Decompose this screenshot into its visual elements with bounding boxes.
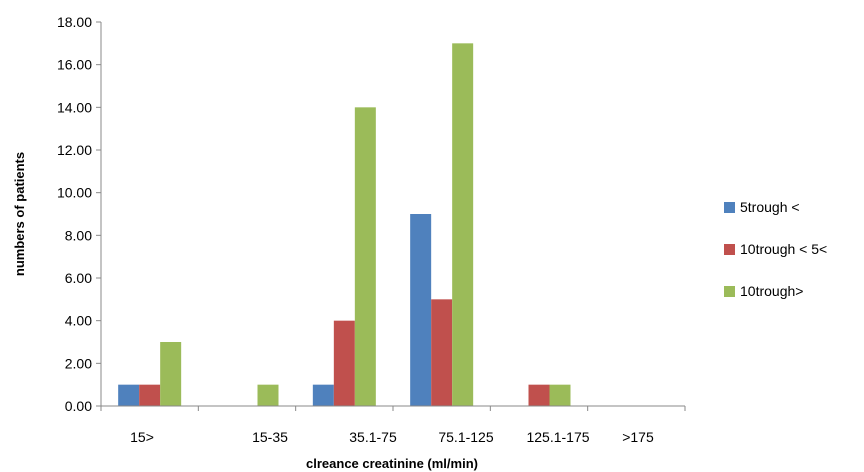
bar-3-5 <box>549 384 571 406</box>
y-tick-label: 0.00 <box>65 398 92 414</box>
y-tick-label: 6.00 <box>65 270 92 286</box>
x-category-label: 75.1-125 <box>438 429 493 445</box>
y-tick-label: 4.00 <box>65 313 92 329</box>
x-category-label: >175 <box>622 429 654 445</box>
y-tick-label: 2.00 <box>65 355 92 371</box>
y-tick-label: 12.00 <box>57 142 92 158</box>
bar-3-3 <box>354 107 376 406</box>
bar-2-1 <box>139 384 161 406</box>
x-category-label: 15> <box>130 429 154 445</box>
bar-3-4 <box>452 43 474 406</box>
y-axis-ticks: 0.00 2.00 4.00 6.00 8.00 10.00 12.00 14.00 16.00… <box>57 14 101 414</box>
bar-1-3 <box>312 384 334 406</box>
legend-label: 5trough < <box>740 199 800 215</box>
legend-swatch <box>724 286 735 297</box>
y-tick-label: 14.00 <box>57 99 92 115</box>
y-axis-title: numbers of patients <box>12 152 27 276</box>
x-category-label: 15-35 <box>252 429 288 445</box>
x-category-label: 125.1-175 <box>526 429 589 445</box>
bar-2-4 <box>431 299 453 406</box>
legend-label: 10trough < 5< <box>740 241 827 257</box>
bar-3-1 <box>160 342 182 406</box>
bar-1-4 <box>410 214 432 406</box>
bar-2-5 <box>528 384 550 406</box>
y-tick-label: 16.00 <box>57 57 92 73</box>
legend-label: 10trough> <box>740 283 803 299</box>
y-tick-label: 18.00 <box>57 14 92 30</box>
x-axis-categories: 15> 15-35 35.1-75 75.1-125 125.1-175 >175 <box>100 406 686 445</box>
legend: 5trough < 10trough < 5< 10trough> <box>724 199 827 299</box>
legend-swatch <box>724 202 735 213</box>
y-tick-label: 8.00 <box>65 227 92 243</box>
x-axis-title: clreance creatinine (ml/min) <box>306 456 478 471</box>
bar-1-1 <box>118 384 140 406</box>
legend-swatch <box>724 244 735 255</box>
y-tick-label: 10.00 <box>57 185 92 201</box>
bars <box>118 43 571 406</box>
bar-2-3 <box>333 320 355 406</box>
bar-3-2 <box>257 384 279 406</box>
x-category-label: 35.1-75 <box>349 429 397 445</box>
